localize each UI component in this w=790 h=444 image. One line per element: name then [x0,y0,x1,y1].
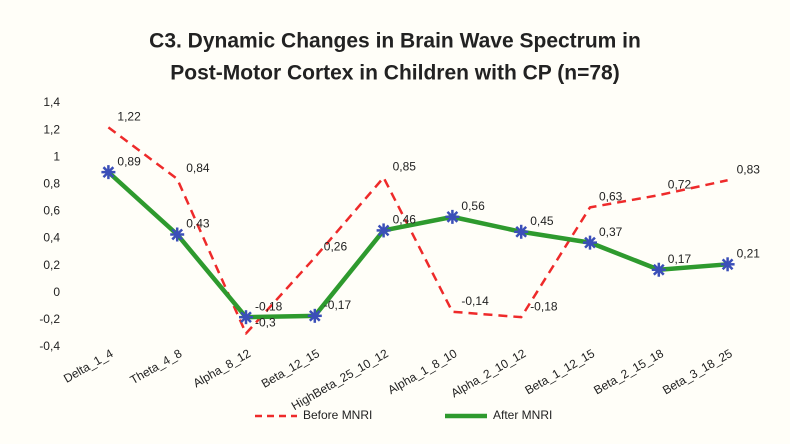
data-label: -0,3 [255,316,276,330]
x-tick-label: Delta_1_4 [61,346,116,386]
marker-stroke [721,258,734,271]
x-tick-label: Beta_1_12_15 [522,346,597,397]
series-line [107,126,728,335]
data-label: -0,18 [530,299,558,313]
data-label: -0,17 [324,298,352,312]
y-tick-label: 0,6 [43,204,60,218]
x-tick-label: Beta_12_15 [259,346,322,391]
data-label: 0,46 [393,213,417,227]
legend-label: Before MNRI [303,408,372,422]
y-tick-label: 1,4 [43,95,60,109]
marker-stroke [584,236,596,249]
y-tick-label: 0,8 [43,177,60,191]
y-tick-label: 0 [53,285,60,299]
marker [720,257,735,272]
data-label: 0,17 [668,252,692,266]
marker-stroke [308,309,321,322]
data-label: 0,63 [599,190,623,204]
data-label: -0,18 [255,299,283,313]
data-label: -0,14 [461,294,489,308]
y-tick-label: 0,2 [43,258,60,272]
data-label: 0,37 [599,225,623,239]
data-label: 0,26 [324,240,348,254]
data-label: 0,72 [668,177,692,191]
marker [101,165,116,180]
y-tick-label: 1,2 [43,122,60,136]
x-tick-label: Alpha_8_12 [191,346,254,390]
marker [307,308,322,323]
y-tick-label: -0,4 [39,339,60,353]
marker-stroke [171,228,184,241]
data-label: 0,43 [186,217,210,231]
legend-label: After MNRI [493,408,552,422]
data-label: 0,21 [737,246,761,260]
marker [514,224,529,239]
marker-stroke [102,166,115,178]
data-label: 0,89 [117,154,141,168]
marker [651,262,666,277]
data-label: 0,85 [393,160,417,174]
data-label: 0,84 [186,161,210,175]
marker [445,209,460,224]
data-label: 0,45 [530,214,554,228]
marker [239,310,253,325]
chart-title: Post-Motor Cortex in Children with CP (n… [170,62,619,85]
y-tick-label: 1 [53,149,60,163]
y-tick-label: -0,2 [39,312,60,326]
marker [376,223,391,238]
marker [170,227,185,242]
x-tick-label: Beta_2_15_18 [591,346,666,397]
marker-stroke [515,225,528,238]
marker-stroke [377,224,390,237]
data-label: 0,56 [461,199,485,213]
series-line [106,170,728,320]
x-tick-label: Theta_4_8 [128,346,185,387]
data-label: 1,22 [117,110,141,124]
marker-stroke [240,311,252,324]
x-tick-label: Alpha_2_10_12 [448,346,528,400]
marker [583,235,597,250]
y-tick-label: 0,4 [43,231,60,245]
marker-stroke [446,211,459,223]
chart-title: C3. Dynamic Changes in Brain Wave Spectr… [149,30,641,53]
data-label: 0,83 [737,162,761,176]
x-tick-label: Beta_3_18_25 [660,346,735,397]
marker-stroke [652,263,665,276]
